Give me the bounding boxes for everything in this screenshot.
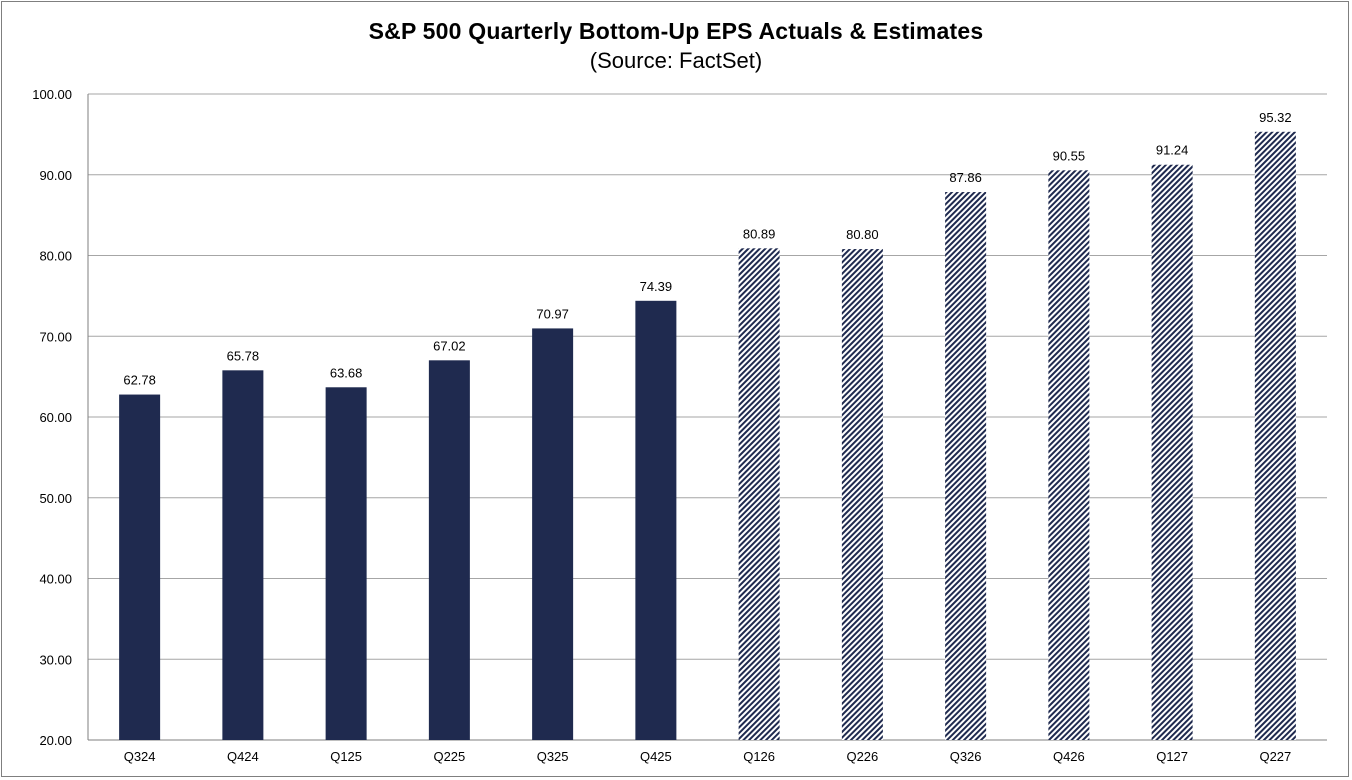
gridlines <box>87 93 1327 741</box>
x-tick-label: Q227 <box>1259 749 1291 764</box>
x-tick-label: Q127 <box>1156 749 1188 764</box>
y-tick-label: 70.00 <box>39 329 72 344</box>
chart-subtitle: (Source: FactSet) <box>589 48 763 73</box>
data-label: 62.78 <box>123 373 156 388</box>
bar-q424 <box>222 370 264 740</box>
y-tick-label: 60.00 <box>39 410 72 425</box>
bar-q225 <box>428 360 470 740</box>
bar-q426 <box>1048 170 1090 741</box>
data-label: 95.32 <box>1259 110 1292 125</box>
bar-q227 <box>1254 131 1296 740</box>
bar-q325 <box>532 328 574 740</box>
data-label: 80.80 <box>846 227 879 242</box>
x-tick-label: Q324 <box>124 749 156 764</box>
x-tick-label: Q426 <box>1053 749 1085 764</box>
x-tick-label: Q326 <box>950 749 982 764</box>
bar-q127 <box>1151 164 1193 740</box>
bar-q125 <box>325 387 367 740</box>
labels: 20.00 30.00 40.00 50.00 60.00 70.00 80.00 90.00… <box>32 87 1291 764</box>
x-tick-label: Q225 <box>433 749 465 764</box>
y-tick-label: 90.00 <box>39 168 72 183</box>
x-tick-label: Q226 <box>846 749 878 764</box>
y-tick-label: 30.00 <box>39 652 72 667</box>
y-tick-label: 100.00 <box>32 87 72 102</box>
chart-title: S&P 500 Quarterly Bottom-Up EPS Actuals … <box>368 18 984 44</box>
x-tick-label: Q425 <box>640 749 672 764</box>
y-tick-label: 40.00 <box>39 572 72 587</box>
data-label: 90.55 <box>1053 148 1086 163</box>
y-tick-label: 80.00 <box>39 249 72 264</box>
x-tick-label: Q125 <box>330 749 362 764</box>
data-label: 91.24 <box>1156 143 1189 158</box>
data-label: 87.86 <box>949 170 982 185</box>
bar-q126 <box>738 248 780 741</box>
bar-q226 <box>841 249 883 741</box>
bar-q326 <box>945 192 987 740</box>
y-tick-label: 50.00 <box>39 491 72 506</box>
data-label: 65.78 <box>227 348 260 363</box>
data-label: 80.89 <box>743 226 776 241</box>
data-label: 74.39 <box>640 279 673 294</box>
data-label: 67.02 <box>433 338 466 353</box>
x-tick-label: Q325 <box>537 749 569 764</box>
data-label: 70.97 <box>536 306 569 321</box>
data-label: 63.68 <box>330 365 363 380</box>
x-tick-label: Q126 <box>743 749 775 764</box>
bars <box>119 131 1296 741</box>
x-tick-label: Q424 <box>227 749 259 764</box>
y-tick-label: 20.00 <box>39 733 72 748</box>
bar-q324 <box>119 394 161 740</box>
bar-q425 <box>635 300 677 740</box>
